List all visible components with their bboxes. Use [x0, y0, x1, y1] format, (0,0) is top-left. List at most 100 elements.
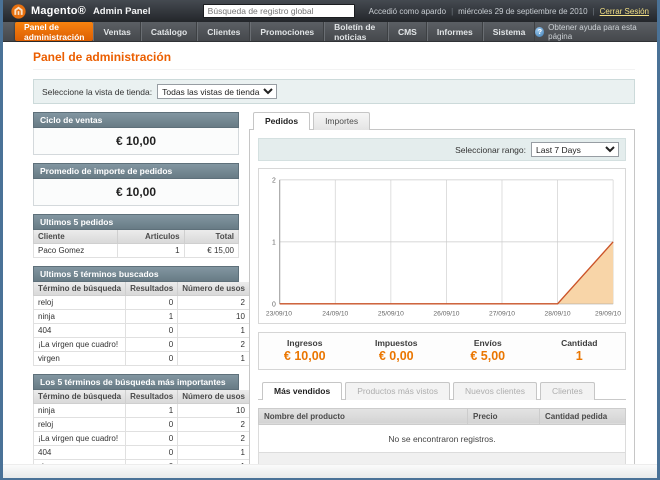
column-header-total: Total [183, 230, 240, 244]
product-text: Admin Panel [92, 5, 151, 17]
column-header-numero-de-usos: Número de usos [177, 282, 250, 296]
top-search-terms-widget: Los 5 términos de búsqueda más important… [32, 374, 250, 464]
stat-value: € 10,00 [283, 348, 326, 363]
bottom-grid-tabs: Más vendidos Productos más vistos Nuevos c… [258, 381, 626, 400]
stat-envios: Envíos € 5,00 [442, 338, 534, 363]
svg-text:0: 0 [272, 301, 276, 308]
svg-text:29/09/10: 29/09/10 [595, 311, 621, 318]
stat-value: € 5,00 [470, 348, 506, 363]
svg-text:2: 2 [272, 177, 276, 184]
help-icon: ? [535, 26, 545, 37]
widget-title: Los 5 términos de búsqueda más important… [33, 374, 239, 390]
table-cell: 1 [125, 309, 179, 324]
column-header-articulos: Articulos [117, 230, 185, 244]
table-cell: virgen [32, 351, 127, 366]
nav-item-ventas[interactable]: Ventas [93, 22, 141, 41]
table-cell: 1 [177, 351, 250, 366]
table-cell: € 15,00 [183, 243, 240, 258]
tab-mas-vendidos[interactable]: Más vendidos [262, 381, 343, 400]
table-row: reloj 0 2 [32, 417, 250, 432]
dashboard-columns: Ciclo de ventas € 10,00 Promedio de impo… [32, 112, 635, 464]
header-date: miércoles 29 de septiembre de 2010 [458, 6, 588, 16]
store-switcher-select[interactable]: Todas las vistas de tienda [157, 84, 278, 99]
nav-item-boletin-de-noticias[interactable]: Boletín de noticias [324, 22, 388, 42]
table-cell: 10 [177, 309, 250, 324]
table-cell: 0 [125, 295, 179, 310]
brand-text: Magento® [31, 5, 86, 17]
table-row: reloj 0 2 [32, 295, 250, 310]
table-cell: 1 [117, 243, 185, 258]
logged-in-text: Accedió como apardo [368, 6, 447, 16]
separator: | [451, 6, 454, 16]
table-cell: 0 [125, 351, 179, 366]
tab-productos-mas-vistos: Productos más vistos [345, 381, 450, 400]
grid-empty-message: No se encontraron registros. [258, 423, 626, 453]
nav-item-sistema[interactable]: Sistema [482, 22, 536, 41]
grid-column-nombre-del-producto: Nombre del producto [258, 407, 468, 425]
global-search-input[interactable] [202, 4, 355, 18]
nav-item-informes[interactable]: Informes [426, 22, 483, 41]
nav-item-promociones[interactable]: Promociones [250, 22, 325, 41]
table-cell: ninja [32, 403, 127, 418]
last-search-terms-table: Término de búsqueda Resultados Número de u… [32, 282, 250, 366]
table-cell: 0 [125, 337, 179, 352]
orders-area-chart: 0 1 2 23/09/10 24/09/10 25/09/10 26/09/10 27/09… [262, 173, 622, 321]
logout-link[interactable]: Cerrar Sesión [599, 6, 649, 16]
svg-text:24/09/10: 24/09/10 [322, 311, 348, 318]
range-label: Seleccionar rango: [455, 144, 526, 155]
nav-item-catalogo[interactable]: Catálogo [140, 22, 198, 41]
stat-value: 1 [575, 348, 583, 363]
nav-list: Panel de administración Ventas Catálogo Cli… [15, 22, 536, 42]
orders-chart: 0 1 2 23/09/10 24/09/10 25/09/10 26/09/10 27/09… [258, 168, 626, 324]
range-select[interactable]: Last 7 Days [531, 142, 619, 157]
average-order-value: € 10,00 [33, 179, 239, 206]
table-cell: 2 [177, 431, 250, 446]
table-row: ninja 1 10 [32, 309, 250, 324]
grid-column-cantidad-pedida: Cantidad pedida [539, 407, 626, 425]
user-info: Accedió como apardo | miércoles 29 de se… [369, 7, 649, 16]
range-toolbar: Seleccionar rango: Last 7 Days [258, 138, 626, 161]
tab-nuevos-clientes: Nuevos clientes [453, 381, 538, 400]
nav-item-panel-de-administracion[interactable]: Panel de administración [15, 22, 94, 42]
table-cell: 1 [177, 459, 250, 464]
column-header-resultados: Resultados [125, 390, 179, 404]
table-cell: ¡La virgen que cuadro! [32, 337, 127, 352]
lifetime-sales-widget: Ciclo de ventas € 10,00 [33, 112, 239, 155]
svg-text:25/09/10: 25/09/10 [378, 311, 404, 318]
bestsellers-grid: Nombre del producto Precio Cantidad pedida… [258, 407, 626, 464]
page-help-link[interactable]: ? Obtener ayuda para esta página [535, 22, 653, 41]
main-nav: Panel de administración Ventas Catálogo Cli… [3, 22, 657, 42]
table-cell: 2 [177, 417, 250, 432]
tab-importes[interactable]: Importes [313, 112, 371, 130]
last-search-terms-widget: Ultimos 5 términos buscados Término de b… [32, 266, 250, 366]
widget-title: Ultimos 5 términos buscados [33, 266, 239, 282]
page-footer [3, 464, 657, 478]
stat-value: € 0,00 [378, 348, 414, 363]
last-orders-widget: Ultimos 5 pedidos Cliente Articulos Total P… [32, 214, 240, 258]
svg-text:28/09/10: 28/09/10 [545, 311, 571, 318]
table-cell: 1 [125, 403, 179, 418]
nav-item-clientes[interactable]: Clientes [197, 22, 251, 41]
store-switcher-label: Seleccione la vista de tienda: [42, 86, 153, 97]
chart-panel: Seleccionar rango: Last 7 Days 0 1 2 23/09/… [249, 129, 635, 464]
stat-label: Cantidad [561, 337, 598, 348]
svg-text:1: 1 [272, 239, 276, 246]
table-cell: 1 [177, 445, 250, 460]
column-header-cliente: Cliente [32, 230, 119, 244]
table-cell: 0 [125, 445, 179, 460]
svg-text:27/09/10: 27/09/10 [489, 311, 515, 318]
tab-pedidos[interactable]: Pedidos [253, 112, 311, 130]
table-cell: reloj [32, 417, 127, 432]
widget-title: Ultimos 5 pedidos [33, 214, 239, 230]
stat-label: Ingresos [287, 337, 323, 348]
table-cell: 2 [177, 295, 250, 310]
totals-bar: Ingresos € 10,00 Impuestos € 0,00 Envíos € 5,… [258, 331, 626, 370]
widget-title: Promedio de importe de pedidos [33, 163, 239, 179]
stat-ingresos: Ingresos € 10,00 [259, 338, 351, 363]
table-cell: ninja [32, 309, 127, 324]
column-header-termino-de-busqueda: Término de búsqueda [32, 282, 127, 296]
magento-logo-icon [11, 3, 26, 19]
grid-filler [258, 452, 626, 464]
nav-item-cms[interactable]: CMS [387, 22, 427, 41]
table-row: ninja 1 10 [32, 403, 250, 418]
